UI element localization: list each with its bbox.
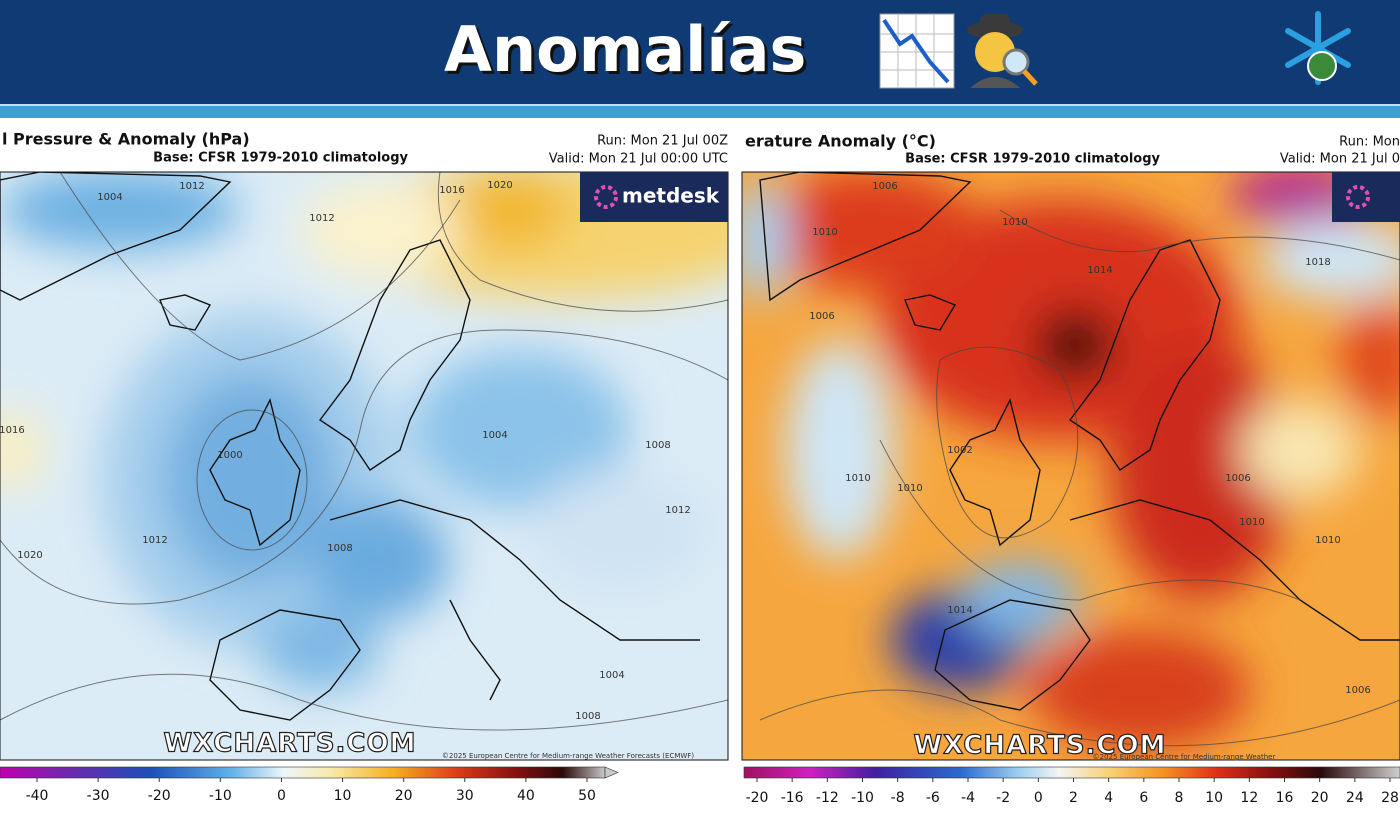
temperature-map bbox=[742, 172, 1400, 760]
colorbar-tick-label: 0 bbox=[1034, 790, 1043, 806]
colorbar-tick-label: -10 bbox=[209, 788, 232, 804]
contour-label: 1006 bbox=[1345, 685, 1370, 696]
contour-label: 1010 bbox=[1239, 517, 1264, 528]
colorbar-tick-label: 4 bbox=[1104, 790, 1113, 806]
contour-label: 1014 bbox=[947, 605, 972, 616]
colorbar-tick-label: -2 bbox=[996, 790, 1010, 806]
colorbar-tick-label: 20 bbox=[1311, 790, 1329, 806]
colorbar-tick-label: 0 bbox=[277, 788, 286, 804]
colorbar-tick-label: 28 bbox=[1381, 790, 1399, 806]
panel-title: erature Anomaly (°C) bbox=[745, 132, 936, 151]
snowflake-icon bbox=[1285, 11, 1351, 85]
contour-label: 1004 bbox=[482, 430, 507, 441]
contour-label: 1012 bbox=[665, 505, 690, 516]
colorbar-tick-label: -6 bbox=[926, 790, 940, 806]
colorbar-tick-label: 30 bbox=[456, 788, 474, 804]
page-title: Anomalías bbox=[444, 13, 806, 86]
colorbar bbox=[0, 766, 606, 779]
contour-label: 1006 bbox=[809, 311, 834, 322]
contour-label: 1006 bbox=[1225, 473, 1250, 484]
colorbar-tick-label: 40 bbox=[517, 788, 535, 804]
colorbar-arrow bbox=[604, 766, 619, 779]
contour-label: 1000 bbox=[217, 450, 242, 461]
watermark: WXCHARTS.COM bbox=[163, 729, 416, 759]
colorbar-tick-label: 8 bbox=[1175, 790, 1184, 806]
contour-label: 1004 bbox=[97, 192, 122, 203]
header-bar bbox=[0, 0, 1400, 104]
colorbar-tick-label: 20 bbox=[395, 788, 413, 804]
contour-label: 1004 bbox=[599, 670, 624, 681]
colorbar-tick-label: -4 bbox=[961, 790, 975, 806]
contour-label: 1010 bbox=[1002, 217, 1027, 228]
watermark: WXCHARTS.COM bbox=[913, 731, 1166, 761]
contour-label: 1020 bbox=[17, 550, 42, 561]
chart-down-icon bbox=[879, 13, 955, 89]
pressure-map bbox=[0, 172, 728, 760]
colorbar-tick-label: -8 bbox=[891, 790, 905, 806]
contour-label: 1010 bbox=[812, 227, 837, 238]
contour-label: 1008 bbox=[327, 543, 352, 554]
contour-label: 1008 bbox=[575, 711, 600, 722]
title-shadow: Anomalías bbox=[447, 16, 809, 89]
map-frame bbox=[741, 171, 1400, 761]
contour-label: 1016 bbox=[439, 185, 464, 196]
metdesk-logo bbox=[1332, 172, 1400, 222]
header-strip bbox=[0, 104, 1400, 118]
colorbar-tick-label: -40 bbox=[26, 788, 49, 804]
detective-icon bbox=[967, 14, 1038, 88]
colorbar bbox=[743, 766, 1400, 779]
colorbar-tick-label: 10 bbox=[334, 788, 352, 804]
colorbar-tick-label: 2 bbox=[1069, 790, 1078, 806]
metdesk-logo bbox=[580, 172, 728, 222]
contour-label: 1014 bbox=[1087, 265, 1112, 276]
panel-title: l Pressure & Anomaly (hPa) bbox=[2, 130, 250, 149]
colorbar-tick-label: 12 bbox=[1240, 790, 1258, 806]
map-frame bbox=[0, 171, 729, 761]
copyright: ©2025 European Centre for Medium-range W… bbox=[1093, 753, 1276, 761]
contour-label: 1012 bbox=[142, 535, 167, 546]
contour-label: 1016 bbox=[0, 425, 25, 436]
panel-run: Run: Mon bbox=[1339, 135, 1400, 150]
colorbar-tick-label: 10 bbox=[1205, 790, 1223, 806]
copyright: ©2025 European Centre for Medium-range W… bbox=[442, 752, 694, 760]
contour-label: 1020 bbox=[487, 180, 512, 191]
colorbar-tick-label: 16 bbox=[1276, 790, 1294, 806]
contour-label: 1012 bbox=[309, 213, 334, 224]
colorbar-tick-label: -10 bbox=[851, 790, 874, 806]
panel-run: Run: Mon 21 Jul 00Z bbox=[597, 134, 728, 149]
colorbar-tick-label: 24 bbox=[1346, 790, 1364, 806]
contour-label: 1010 bbox=[897, 483, 922, 494]
panel-base: Base: CFSR 1979-2010 climatology bbox=[153, 151, 408, 166]
colorbar-tick-label: 50 bbox=[578, 788, 596, 804]
colorbar-tick-label: -20 bbox=[148, 788, 171, 804]
contour-label: 1010 bbox=[1315, 535, 1340, 546]
panel-valid: Valid: Mon 21 Jul 0 bbox=[1280, 152, 1400, 167]
colorbar-tick-label: -16 bbox=[781, 790, 804, 806]
colorbar-tick-label: -12 bbox=[816, 790, 839, 806]
panel-base: Base: CFSR 1979-2010 climatology bbox=[905, 152, 1160, 167]
colorbar-tick-label: -30 bbox=[87, 788, 110, 804]
contour-label: 1008 bbox=[645, 440, 670, 451]
contour-label: 1018 bbox=[1305, 257, 1330, 268]
contour-label: 1002 bbox=[947, 445, 972, 456]
panel-valid: Valid: Mon 21 Jul 00:00 UTC bbox=[549, 152, 728, 167]
colorbar-tick-label: -20 bbox=[746, 790, 769, 806]
colorbar-tick-label: 6 bbox=[1139, 790, 1148, 806]
contour-label: 1010 bbox=[845, 473, 870, 484]
logo-text: metdesk bbox=[622, 184, 720, 208]
contour-label: 1006 bbox=[872, 181, 897, 192]
contour-label: 1012 bbox=[179, 181, 204, 192]
